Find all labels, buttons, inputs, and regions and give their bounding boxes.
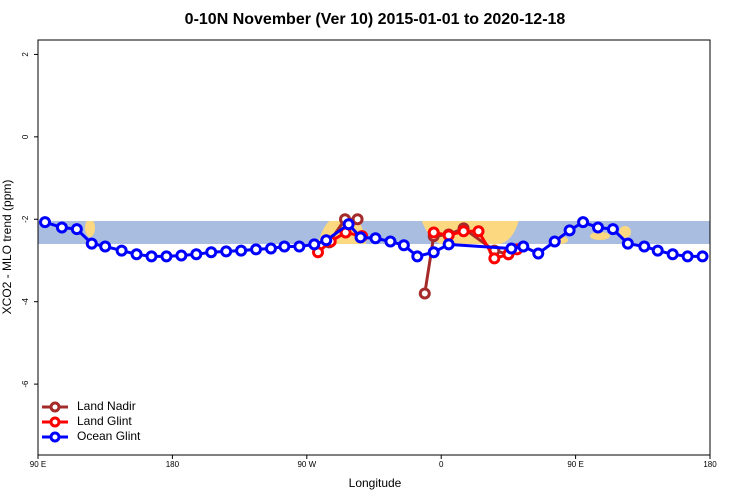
point [160, 250, 173, 263]
y-tick-label: 2 [21, 52, 30, 57]
point [592, 221, 604, 234]
point [427, 246, 440, 259]
point [175, 249, 188, 262]
x-tick-label: 90 W [297, 460, 316, 469]
x-tick-label: 180 [703, 460, 717, 469]
point [397, 239, 410, 252]
point [577, 216, 590, 229]
x-axis-label: Longitude [349, 476, 402, 490]
point [681, 250, 694, 263]
point [190, 248, 203, 261]
point [145, 250, 158, 263]
point [70, 223, 83, 236]
point [442, 238, 455, 251]
point [308, 238, 321, 251]
point [205, 246, 218, 259]
legend-label: Land Nadir [77, 399, 136, 413]
point [130, 248, 143, 261]
point [457, 225, 470, 238]
point [651, 244, 664, 257]
point [293, 240, 306, 253]
point [278, 240, 291, 253]
point [250, 243, 263, 256]
point [384, 235, 397, 248]
legend-label: Ocean Glint [77, 429, 141, 443]
point [563, 224, 576, 237]
chart-title: 0-10N November (Ver 10) 2015-01-01 to 20… [185, 11, 566, 28]
legend-marker [49, 416, 61, 428]
point [548, 235, 561, 248]
x-tick-label: 90 E [567, 460, 583, 469]
point [517, 240, 530, 253]
plot-frame [37, 39, 711, 456]
y-tick-label: -2 [21, 215, 30, 223]
point [351, 213, 364, 226]
point [418, 287, 431, 300]
point [55, 221, 68, 234]
y-tick-label: -6 [21, 380, 30, 388]
point [39, 216, 52, 229]
x-tick-label: 0 [439, 460, 444, 469]
legend-marker [49, 401, 61, 413]
point [342, 218, 355, 231]
point [354, 231, 367, 244]
point [235, 244, 248, 257]
point [220, 245, 233, 258]
x-tick-label: 180 [166, 460, 180, 469]
point [488, 252, 501, 265]
point [320, 234, 333, 247]
point [621, 237, 634, 250]
point [696, 250, 709, 263]
point [472, 225, 485, 238]
legend-label: Land Glint [77, 414, 132, 428]
point [264, 242, 277, 255]
point [638, 240, 651, 253]
point [505, 242, 518, 255]
point [99, 240, 112, 253]
point [532, 247, 545, 260]
y-tick-label: 0 [21, 134, 30, 139]
point [85, 237, 98, 250]
y-tick-label: -4 [21, 298, 30, 306]
point [606, 223, 619, 236]
point [427, 226, 440, 239]
point [369, 232, 382, 245]
point [411, 250, 424, 263]
legend-marker [49, 431, 61, 443]
point [115, 244, 128, 257]
point [666, 248, 679, 261]
x-tick-label: 90 E [30, 460, 46, 469]
y-axis-label: XCO2 - MLO trend (ppm) [0, 180, 14, 315]
